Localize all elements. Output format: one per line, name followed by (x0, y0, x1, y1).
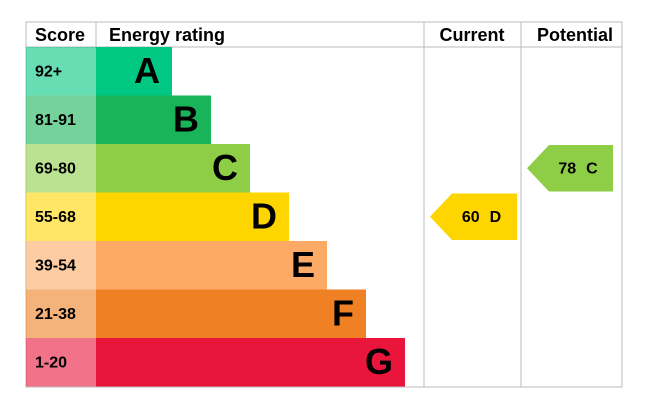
current-letter: D (490, 209, 502, 226)
score-cell (26, 144, 96, 193)
header-score: Score (35, 25, 85, 45)
header-current: Current (439, 25, 504, 45)
potential-value: 78 (558, 160, 576, 177)
score-label: 21-38 (35, 306, 76, 323)
rating-bar (96, 47, 172, 96)
potential-label: 78 C (558, 160, 598, 177)
score-label: 39-54 (35, 257, 76, 274)
current-label: 60 D (462, 209, 501, 226)
rating-bar (96, 192, 289, 241)
header-potential: Potential (537, 25, 613, 45)
rating-letter: D (251, 195, 277, 236)
score-label: 81-91 (35, 112, 76, 129)
potential-letter: C (586, 160, 598, 177)
score-cell (26, 47, 96, 96)
score-cell (26, 289, 96, 338)
current-arrow (430, 193, 517, 240)
rating-letter: B (173, 98, 199, 139)
rating-letter: G (365, 341, 393, 382)
score-label: 55-68 (35, 209, 76, 226)
rating-bar (96, 338, 405, 387)
current-value: 60 (462, 209, 480, 226)
rating-bar (96, 289, 366, 338)
rating-bar (96, 144, 250, 193)
score-label: 1-20 (35, 354, 67, 371)
rating-bar (96, 95, 211, 144)
rating-letter: F (332, 292, 354, 333)
score-cell (26, 241, 96, 290)
score-cell (26, 95, 96, 144)
header-rating: Energy rating (109, 25, 225, 45)
score-label: 92+ (35, 63, 62, 80)
score-cell (26, 338, 96, 387)
score-cell (26, 192, 96, 241)
rating-letter: E (291, 244, 315, 285)
rating-bar (96, 241, 327, 290)
score-label: 69-80 (35, 160, 76, 177)
rating-letter: A (134, 50, 160, 91)
rating-letter: C (212, 147, 238, 188)
potential-arrow (527, 145, 613, 192)
